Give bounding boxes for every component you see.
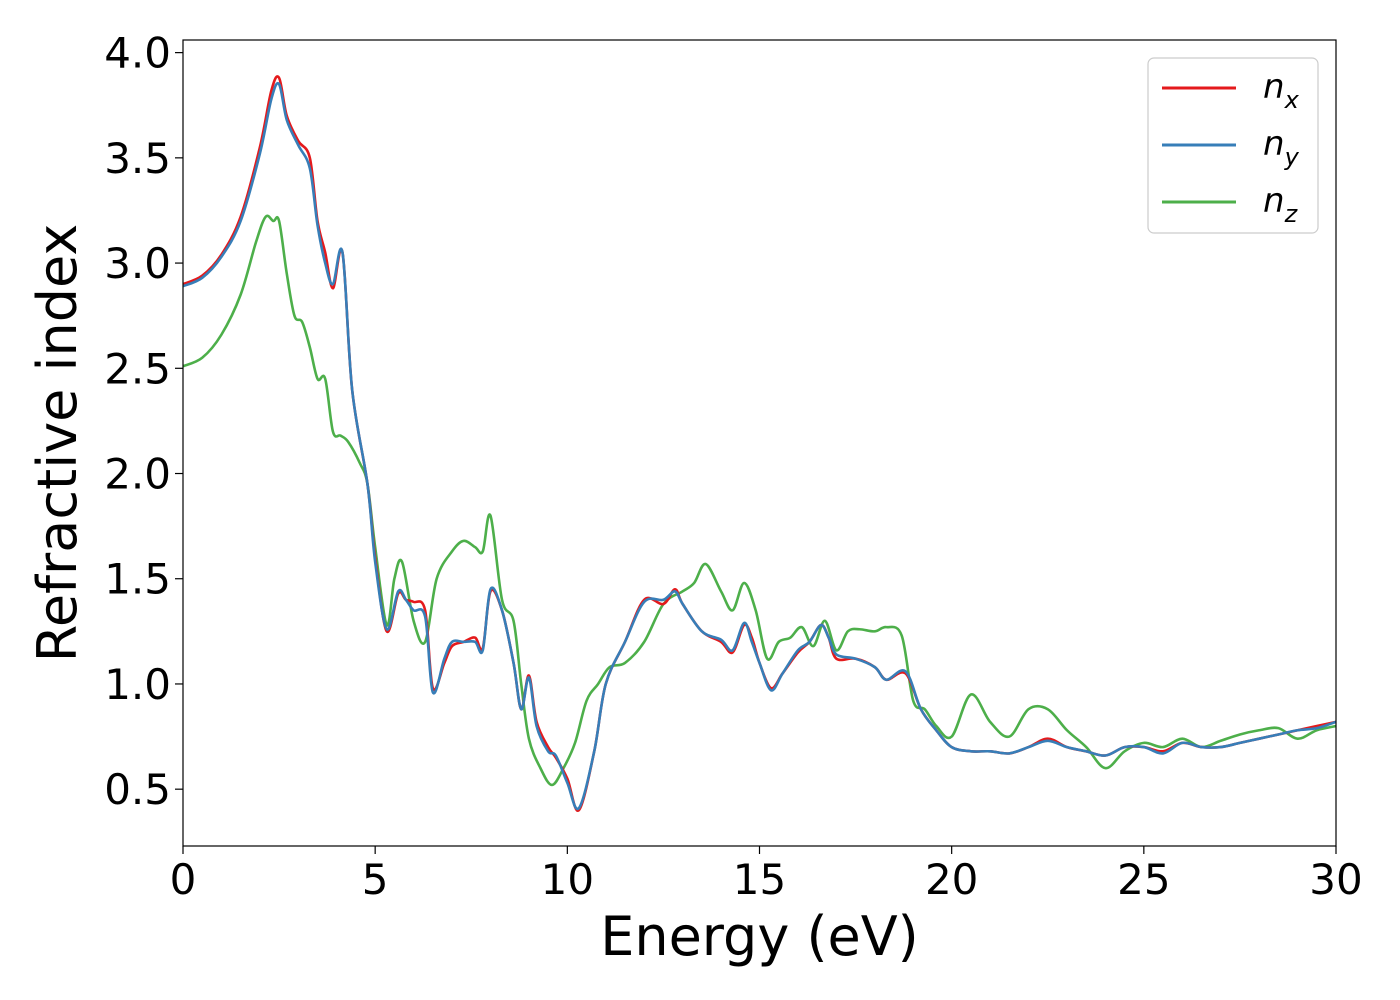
y-tick-label: 3.5: [104, 134, 171, 183]
legend-label-subscript: x: [1284, 86, 1300, 114]
x-tick-label: 15: [733, 855, 786, 904]
legend-label-z: nz: [1263, 181, 1299, 228]
legend-label-x: nx: [1263, 67, 1300, 114]
y-tick-label: 3.0: [104, 239, 171, 288]
x-axis: 0 5 10 15 20 25 30: [170, 846, 1363, 904]
plot-area: [182, 39, 1337, 847]
legend-label-main: n: [1263, 67, 1285, 107]
y-tick-label: 2.5: [104, 344, 171, 393]
x-axis-label: Energy (eV): [600, 905, 919, 968]
y-tick-label: 2.0: [104, 450, 171, 499]
x-tick-label: 20: [925, 855, 978, 904]
plot-background: [183, 40, 1336, 846]
y-axis: 0.5 1.0 1.5 2.0 2.5 3.0 3.5 4.0: [104, 29, 183, 814]
legend-label-main: n: [1263, 181, 1285, 221]
legend-label-y: ny: [1263, 124, 1300, 171]
legend-label-main: n: [1263, 124, 1285, 164]
x-tick-label: 30: [1309, 855, 1362, 904]
series-group: [183, 75, 1336, 812]
y-tick-label: 4.0: [104, 29, 171, 78]
legend-label-subscript: z: [1284, 200, 1299, 228]
series-line-z: [183, 214, 1336, 787]
x-tick-label: 25: [1117, 855, 1170, 904]
x-tick-label: 5: [362, 855, 389, 904]
y-tick-label: 0.5: [104, 765, 171, 814]
x-tick-label: 10: [541, 855, 594, 904]
series-line-y: [183, 82, 1336, 811]
legend-label-subscript: y: [1284, 143, 1300, 171]
y-tick-label: 1.0: [104, 660, 171, 709]
x-tick-label: 0: [170, 855, 197, 904]
y-axis-label: Refractive index: [26, 224, 89, 663]
y-tick-label: 1.5: [104, 555, 171, 604]
